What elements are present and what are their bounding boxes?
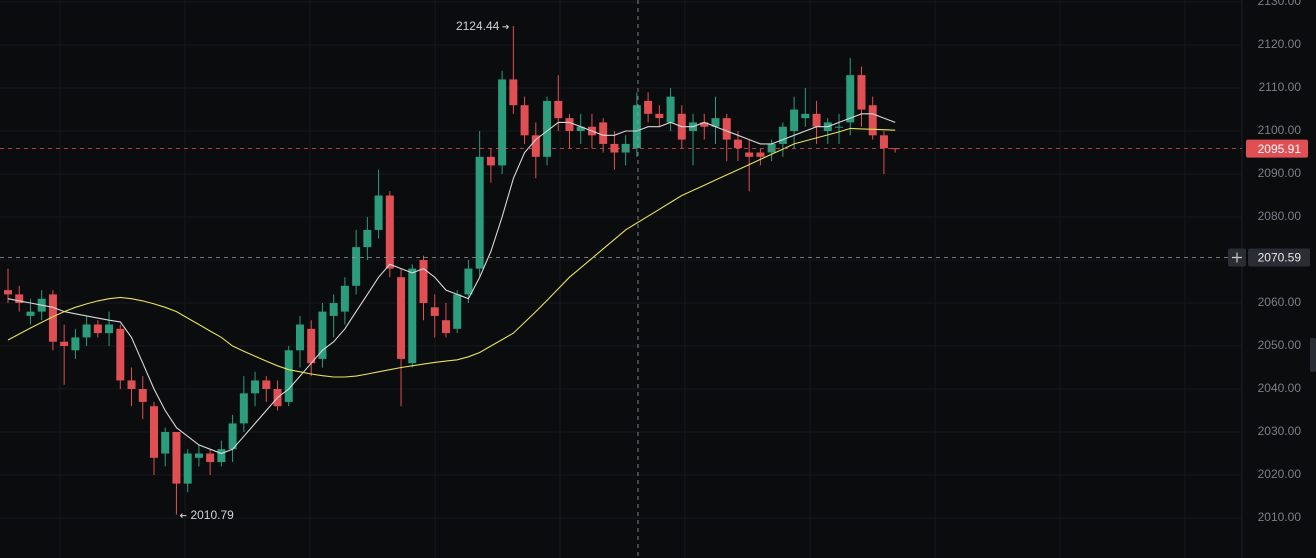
candle-body	[60, 341, 69, 347]
candle-body	[655, 113, 664, 119]
arrow-icon	[179, 513, 187, 518]
candle-body	[116, 328, 125, 381]
candle-body	[644, 100, 653, 114]
candle-body	[419, 260, 428, 304]
candle-body	[194, 453, 203, 458]
candle-body	[498, 79, 507, 166]
candle-body	[812, 113, 821, 127]
candle-body	[228, 423, 237, 450]
candle-body	[857, 75, 866, 110]
candle-body	[307, 328, 316, 364]
candle-body	[599, 122, 608, 144]
y-tick-label: 2110.00	[1259, 80, 1302, 94]
candle-body	[172, 432, 181, 484]
y-tick-label: 2020.00	[1258, 467, 1302, 481]
last-price-label: 2095.91	[1258, 142, 1302, 156]
crosshair-badge	[1248, 248, 1310, 267]
candle-body	[610, 143, 619, 153]
candle-body	[543, 100, 552, 157]
candle-body	[374, 195, 383, 230]
candle-body	[82, 324, 91, 338]
candle-body	[846, 75, 855, 123]
candle-body	[251, 380, 260, 394]
candle-body	[790, 109, 799, 132]
candle-body	[161, 432, 170, 454]
candle-body	[801, 113, 810, 119]
plus-icon	[1232, 252, 1242, 263]
moving-average-line	[7, 113, 896, 455]
candle-body	[206, 453, 215, 463]
y-tick-label: 2090.00	[1258, 166, 1302, 180]
candle-body	[509, 79, 518, 106]
candle-body	[565, 118, 574, 132]
candle-body	[363, 229, 372, 248]
candle-body	[430, 307, 439, 316]
candle-body	[441, 320, 450, 334]
y-tick-label: 2120.00	[1258, 37, 1302, 51]
y-tick-label: 2080.00	[1258, 209, 1302, 223]
y-tick-label: 2130.00	[1258, 0, 1302, 8]
candle-body	[127, 380, 136, 390]
candle-body	[408, 268, 417, 364]
candle-body	[318, 311, 327, 359]
candle-body	[105, 324, 114, 334]
y-tick-label: 2100.00	[1258, 123, 1302, 137]
candle-body	[756, 152, 765, 157]
candle-body	[295, 324, 304, 351]
y-tick-label: 2030.00	[1258, 424, 1302, 438]
candle-body	[666, 96, 675, 123]
vertical-grid	[59, 0, 1186, 558]
side-tab[interactable]	[1310, 338, 1316, 372]
candle-body	[475, 156, 484, 269]
candle-body	[700, 122, 709, 127]
y-tick-label: 2040.00	[1258, 381, 1302, 395]
arrow-icon	[502, 24, 510, 30]
candle-body	[520, 105, 529, 136]
candle-body	[183, 453, 192, 484]
candle-body	[71, 337, 80, 351]
candle-body	[711, 118, 720, 127]
candle-body	[722, 118, 731, 140]
candle-body	[93, 324, 102, 334]
candle-body	[284, 350, 293, 402]
y-tick-label: 2050.00	[1258, 338, 1302, 352]
candle-body	[4, 290, 12, 295]
candle-body	[835, 126, 844, 128]
candle-body	[868, 105, 877, 136]
candle-body	[26, 311, 35, 316]
candle-body	[464, 268, 473, 295]
candle-body	[453, 294, 462, 329]
candle-body	[239, 393, 248, 424]
candle-body	[138, 389, 147, 402]
y-tick-label: 2010.00	[1258, 510, 1302, 524]
candle-body	[576, 126, 585, 132]
candle-body	[531, 135, 540, 157]
candle-body	[340, 285, 349, 312]
candle-body	[733, 139, 742, 149]
candle-body	[217, 449, 226, 463]
candle-body	[262, 380, 271, 390]
candle-body	[352, 247, 361, 286]
high-annotation: 2124.44	[456, 19, 500, 33]
candle-body	[329, 303, 338, 316]
candle-body	[149, 406, 158, 458]
moving-average-line	[7, 127, 896, 378]
y-tick-label: 2060.00	[1258, 295, 1302, 309]
candle-body	[486, 156, 495, 166]
candle-body	[879, 135, 888, 149]
candle-body	[745, 152, 754, 157]
candle-body	[554, 100, 563, 119]
candle-body	[397, 277, 406, 359]
candle-body	[891, 148, 900, 150]
candle-body	[15, 294, 24, 304]
candle-body	[385, 195, 394, 269]
candle-body	[778, 126, 787, 144]
low-annotation: 2010.79	[190, 508, 234, 522]
candle-body	[48, 294, 57, 342]
crosshair-price-label: 2070.59	[1258, 251, 1302, 265]
candle-body	[632, 105, 641, 149]
last-price-badge	[1246, 139, 1308, 158]
